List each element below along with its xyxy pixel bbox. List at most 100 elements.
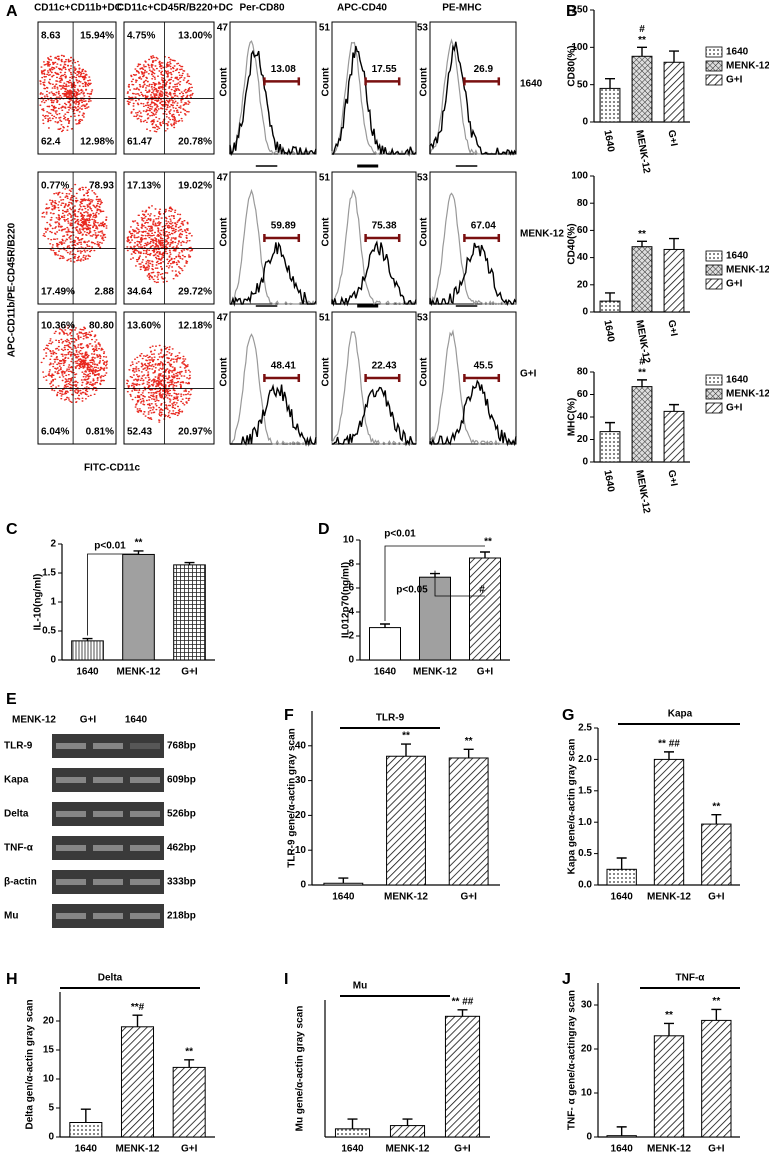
significance-bracket xyxy=(384,545,485,621)
error-bar xyxy=(338,877,349,884)
gel-band xyxy=(93,879,123,885)
y-tick-label: 80 xyxy=(577,367,589,378)
x-tick-label: G+I xyxy=(708,892,725,903)
annotation: ** xyxy=(665,1010,673,1021)
y-tick-label: 5 xyxy=(48,1103,54,1114)
error-bar xyxy=(616,1126,627,1136)
error-bar xyxy=(401,743,411,757)
annotation: ** xyxy=(402,731,410,742)
y-tick-label: 100 xyxy=(571,42,588,53)
x-tick-label: MENK-12 xyxy=(386,1144,430,1155)
annotation: # xyxy=(639,24,645,35)
y-tick-label: 1.5 xyxy=(42,568,56,579)
y-tick-label: 10 xyxy=(295,845,307,856)
bar xyxy=(599,300,621,313)
quadrant-value: 15.94% xyxy=(80,31,114,42)
count-tick: 51 xyxy=(319,313,331,324)
quadrant-value: 17.49% xyxy=(41,287,75,298)
error-bar xyxy=(605,77,615,89)
gate-marker xyxy=(364,234,401,242)
x-tick-label: 1640 xyxy=(374,667,397,678)
error-bar xyxy=(184,561,195,565)
gel-band xyxy=(93,913,123,919)
gel-band xyxy=(56,879,86,885)
x-tick-label: MENK-12 xyxy=(633,469,652,515)
error-bar xyxy=(480,551,490,558)
count-label: Count xyxy=(321,217,332,247)
count-label: Count xyxy=(219,357,230,387)
y-tick-label: 8 xyxy=(348,559,354,570)
lane-label: G+I xyxy=(80,715,97,726)
y-tick-label: 30 xyxy=(581,1000,593,1011)
chart-title: Delta xyxy=(98,973,123,984)
gel-band xyxy=(130,777,160,783)
x-tick-label: MENK-12 xyxy=(647,1144,691,1155)
x-tick-label: 1640 xyxy=(611,892,634,903)
x-tick-label: G+I xyxy=(454,1144,471,1155)
gene-label: Kapa xyxy=(4,775,29,786)
bar xyxy=(701,1019,732,1138)
x-tick-label: 1640 xyxy=(611,1144,634,1155)
error-bar xyxy=(82,637,93,641)
histogram-sample xyxy=(229,49,317,157)
histogram-sample xyxy=(332,45,417,157)
count-tick: 47 xyxy=(217,173,229,184)
gate-value: 45.5 xyxy=(474,361,494,372)
gate-marker xyxy=(463,374,501,382)
gene-label: Delta xyxy=(4,809,29,820)
y-tick-label: 60 xyxy=(577,225,589,236)
error-bar xyxy=(637,46,647,57)
y-tick-label: 40 xyxy=(577,252,589,263)
bar xyxy=(173,564,206,661)
gel-band xyxy=(93,777,123,783)
gate-value: 22.43 xyxy=(372,361,397,372)
error-bar xyxy=(669,50,679,63)
y-tick-label: 0 xyxy=(582,457,588,468)
y-tick-label: 0 xyxy=(582,307,588,318)
quadrant-value: 80.80 xyxy=(89,321,114,332)
annotation: # xyxy=(479,585,485,596)
x-tick-label: MENK-12 xyxy=(633,129,652,175)
histogram-sample xyxy=(332,386,416,447)
x-tick-label: MENK-12 xyxy=(647,892,691,903)
y-tick-label: 80 xyxy=(577,198,589,209)
bar xyxy=(172,1066,206,1138)
quadrant-value: 62.4 xyxy=(41,137,61,148)
bar xyxy=(663,410,685,463)
gate-marker xyxy=(463,234,501,242)
x-tick-label: 1640 xyxy=(601,319,616,343)
y-axis-label: CD40(%) xyxy=(567,223,578,264)
bar xyxy=(120,1026,155,1138)
annotation: p<0.01 xyxy=(94,541,126,552)
panel-label: J xyxy=(562,971,571,988)
legend-swatch xyxy=(705,264,723,276)
bar xyxy=(69,1122,103,1138)
bar xyxy=(663,248,685,313)
significance-bracket xyxy=(87,553,139,636)
error-bar xyxy=(711,1008,722,1021)
quadrant-value: 13.00% xyxy=(178,31,212,42)
y-tick-label: 0.5 xyxy=(42,626,56,637)
x-tick-label: G+I xyxy=(477,667,494,678)
bar xyxy=(653,1035,685,1138)
quadrant-value: 20.97% xyxy=(178,427,212,438)
annotation: ** xyxy=(484,537,492,548)
bar xyxy=(386,755,426,886)
y-tick-label: 60 xyxy=(577,389,589,400)
annotation: ** xyxy=(712,801,720,812)
gel-band xyxy=(93,743,123,749)
y-axis-label: Kapa gene/α-actin gray scan xyxy=(567,739,578,875)
quadrant-value: 34.64 xyxy=(127,287,152,298)
legend-label: 1640 xyxy=(726,251,749,262)
x-tick-label: 1640 xyxy=(332,892,355,903)
gate-marker xyxy=(263,234,301,242)
quadrant-value: 19.02% xyxy=(178,181,212,192)
size-label: 526bp xyxy=(167,809,196,820)
bar xyxy=(369,627,401,661)
panel-label: C xyxy=(6,521,18,538)
legend-label: 1640 xyxy=(726,375,749,386)
count-tick: 53 xyxy=(417,313,429,324)
y-tick-label: 6 xyxy=(348,583,354,594)
bar xyxy=(631,386,653,463)
histogram-control xyxy=(331,189,416,306)
